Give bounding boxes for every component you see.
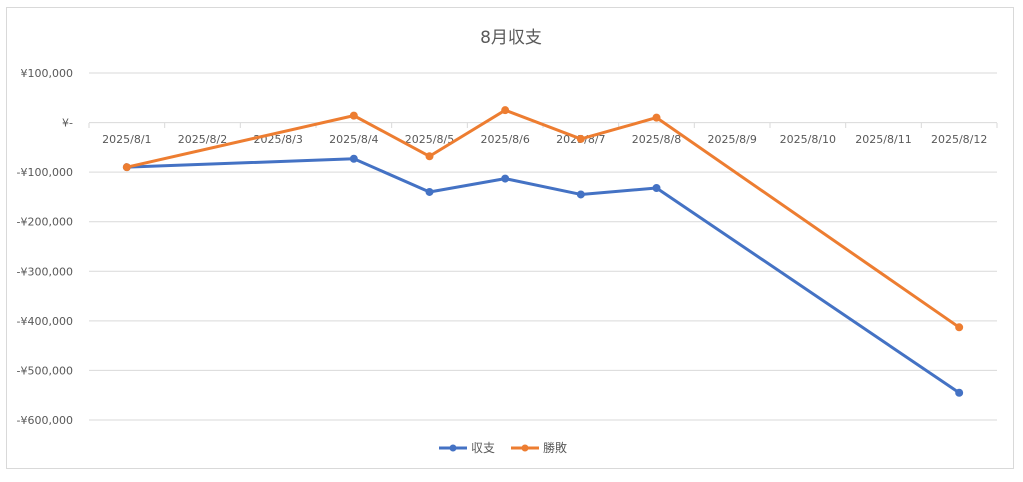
x-tick-label: 2025/8/3 [253,133,302,146]
x-tick-label: 2025/8/12 [931,133,987,146]
data-point [349,111,358,120]
data-point [349,154,358,163]
data-point [955,323,964,332]
data-point [652,113,661,122]
legend-marker [521,444,529,452]
x-tick-label: 2025/8/11 [855,133,911,146]
x-tick-label: 2025/8/9 [707,133,756,146]
x-tick-label: 2025/8/2 [178,133,227,146]
series-line [125,157,961,395]
x-tick-label: 2025/8/6 [480,133,529,146]
legend: 収支 勝敗 [439,440,567,455]
gridlines [88,72,998,421]
legend-marker [449,444,457,452]
data-point [425,152,434,161]
y-tick-label: ¥- [62,117,73,130]
legend-label: 収支 [471,441,495,455]
y-tick-label: -¥100,000 [17,166,73,179]
chart-title: 8月収支 [480,28,542,48]
data-point [501,174,510,183]
data-point [576,134,585,143]
series-lines [122,106,964,397]
line-chart: 8月収支 ¥100,000 ¥- -¥100,000 -¥200,000 -¥300,0… [17,28,998,455]
data-point [576,190,585,199]
y-tick-label: -¥600,000 [17,414,73,427]
chart-frame: 8月収支 ¥100,000 ¥- -¥100,000 -¥200,000 -¥300,0… [6,7,1014,469]
y-tick-label: -¥200,000 [17,216,73,229]
x-tick-label: 2025/8/5 [405,133,454,146]
y-tick-label: ¥100,000 [21,67,74,80]
x-tick-label: 2025/8/10 [780,133,836,146]
legend-label: 勝敗 [543,440,567,455]
y-axis-labels: ¥100,000 ¥- -¥100,000 -¥200,000 -¥300,000 -¥4… [17,67,73,427]
y-tick-label: -¥300,000 [17,265,73,278]
x-tick-label: 2025/8/4 [329,133,378,146]
y-tick-label: -¥500,000 [17,364,73,377]
data-point [955,388,964,397]
data-point [652,184,661,193]
x-tick-label: 2025/8/1 [102,133,151,146]
data-point [425,187,434,196]
data-point [122,163,131,172]
x-axis-labels: 2025/8/1 2025/8/2 2025/8/3 2025/8/4 2025/8/5… [102,133,987,146]
y-tick-label: -¥400,000 [17,315,73,328]
data-point [501,106,510,115]
x-tick-label: 2025/8/8 [632,133,681,146]
